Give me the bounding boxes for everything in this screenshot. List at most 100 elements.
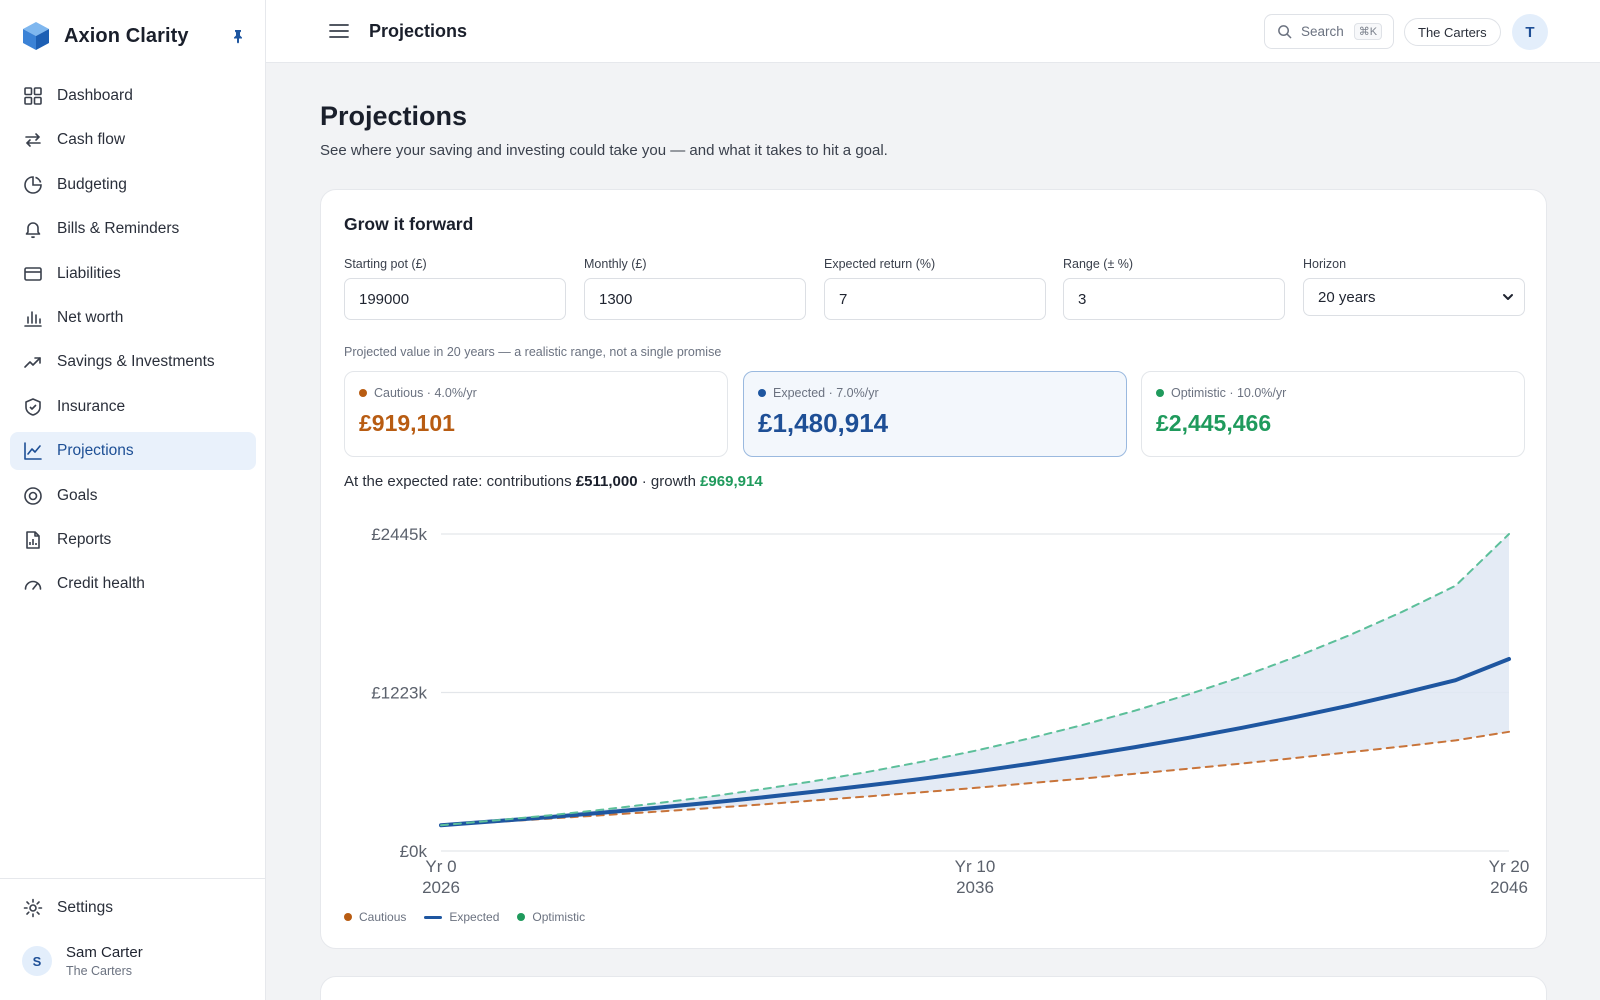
- summary-growth: £969,914: [700, 473, 763, 490]
- expected-return-input[interactable]: 7: [824, 278, 1046, 320]
- search-shortcut: ⌘K: [1353, 23, 1383, 40]
- field-label: Expected return (%): [824, 257, 936, 271]
- scenario-value: £2,445,466: [1156, 410, 1272, 436]
- rate-summary: At the expected rate: contributions £511…: [344, 473, 763, 490]
- summary-contributions: £511,000: [575, 473, 638, 490]
- sidebar-item-reports[interactable]: Reports: [10, 521, 256, 559]
- settings-area: Settings: [10, 889, 256, 933]
- legend-item-expected: Expected: [424, 910, 499, 924]
- y-tick-label: £0k: [400, 842, 428, 861]
- x-tick-year: 2026: [422, 878, 460, 897]
- projection-chart: £0k £1223k £2445k Yr 0 2026 Yr 10 2036 Yr 20 204…: [371, 525, 1530, 897]
- legend-item-optimistic: Optimistic: [517, 910, 585, 924]
- sidebar-item-projections[interactable]: Projections: [10, 432, 256, 471]
- report-icon: [26, 531, 40, 549]
- sidebar-item-cash-flow[interactable]: Cash flow: [10, 121, 256, 159]
- page-title: Projections: [320, 101, 468, 131]
- scenario-expected[interactable]: Expected · 7.0%/yr £1,480,914: [743, 371, 1127, 457]
- x-tick-label: Yr 20: [1489, 857, 1530, 876]
- search-icon: [1278, 25, 1292, 39]
- monthly-field: Monthly (£) 1300: [584, 257, 806, 320]
- sidebar-item-goals[interactable]: Goals: [10, 477, 256, 515]
- card-icon: [24, 266, 42, 281]
- scenario-optimistic[interactable]: Optimistic · 10.0%/yr £2,445,466: [1141, 371, 1525, 457]
- sidebar-item-label: Bills & Reminders: [57, 220, 180, 238]
- expected-dot-icon: [758, 389, 766, 397]
- app-name: Axion Clarity: [64, 24, 189, 47]
- pie-icon: [24, 175, 42, 194]
- topbar: Projections Search ⌘K The Carters T: [266, 0, 1600, 63]
- expected-return-field: Expected return (%) 7: [824, 257, 1046, 320]
- sidebar-item-label: Insurance: [57, 397, 126, 415]
- sidebar-item-insurance[interactable]: Insurance: [10, 388, 256, 426]
- next-card: [320, 976, 1547, 1000]
- settings-label: Settings: [57, 899, 114, 916]
- x-tick-label: Yr 0: [425, 857, 456, 876]
- chevron-down-icon: [1503, 294, 1513, 300]
- sidebar-item-label: Dashboard: [57, 87, 133, 104]
- horizon-value: 20 years: [1318, 288, 1376, 306]
- menu-icon[interactable]: [328, 22, 350, 40]
- account-avatar[interactable]: T: [1512, 14, 1548, 50]
- range-note: Projected value in 20 years — a realisti…: [344, 345, 722, 359]
- avatar: S: [22, 946, 52, 976]
- x-tick-year: 2046: [1490, 878, 1528, 897]
- scenario-label: Expected · 7.0%/yr: [773, 386, 879, 400]
- sidebar-item-settings[interactable]: Settings: [10, 889, 256, 927]
- cautious-dot-icon: [359, 389, 367, 397]
- gauge-icon: [24, 581, 42, 591]
- sidebar-nav: Dashboard Cash flow Budgeting Bills & Re…: [10, 77, 256, 610]
- scenario-value: £1,480,914: [758, 408, 889, 438]
- field-label: Starting pot (£): [344, 257, 427, 271]
- horizon-select[interactable]: 20 years: [1303, 278, 1525, 316]
- card-title: Grow it forward: [344, 214, 474, 234]
- search-label: Search: [1301, 24, 1344, 39]
- brand[interactable]: Axion Clarity: [20, 20, 246, 52]
- y-tick-label: £2445k: [371, 525, 427, 544]
- dashboard-icon: [24, 87, 42, 105]
- field-label: Monthly (£): [584, 257, 647, 271]
- field-label: Horizon: [1303, 257, 1347, 271]
- grow-card: Grow it forward Starting pot (£) 199000 …: [320, 189, 1547, 949]
- legend-label: Expected: [449, 910, 500, 924]
- optimistic-dot-icon: [1156, 389, 1164, 397]
- sidebar-item-label: Net worth: [57, 308, 124, 326]
- x-tick-year: 2036: [956, 878, 994, 897]
- sidebar-item-net-worth[interactable]: Net worth: [10, 299, 256, 337]
- sidebar-item-label: Liabilities: [57, 264, 121, 282]
- trend-up-icon: [24, 357, 41, 369]
- sidebar-item-label: Savings & Investments: [57, 353, 215, 371]
- bell-icon: [25, 222, 41, 239]
- range-field: Range (± %) 3: [1063, 257, 1285, 320]
- legend-label: Cautious: [359, 910, 407, 924]
- x-tick-label: Yr 10: [955, 857, 996, 876]
- y-tick-label: £1223k: [371, 684, 427, 703]
- horizon-field: Horizon 20 years: [1303, 257, 1525, 316]
- user-profile[interactable]: S Sam Carter The Carters: [22, 944, 143, 978]
- sidebar-item-budgeting[interactable]: Budgeting: [10, 166, 256, 204]
- summary-middle: · growth: [641, 473, 696, 490]
- scenario-cautious[interactable]: Cautious · 4.0%/yr £919,101: [344, 371, 728, 457]
- search-button[interactable]: Search ⌘K: [1264, 14, 1394, 49]
- sidebar-item-savings[interactable]: Savings & Investments: [10, 343, 256, 381]
- sidebar: Axion Clarity Dashboard Cash flow Budget…: [0, 0, 266, 1000]
- sidebar-divider: [0, 878, 266, 879]
- range-input[interactable]: 3: [1063, 278, 1285, 320]
- sidebar-item-liabilities[interactable]: Liabilities: [10, 255, 256, 293]
- pin-icon[interactable]: [230, 28, 246, 44]
- legend-item-cautious: Cautious: [344, 910, 406, 924]
- starting-pot-input[interactable]: 199000: [344, 278, 566, 320]
- sidebar-item-label: Projections: [57, 442, 134, 460]
- household-switcher[interactable]: The Carters: [1404, 18, 1501, 46]
- arrows-exchange-icon: [25, 133, 41, 148]
- sidebar-item-label: Goals: [57, 486, 98, 504]
- range-band: [441, 534, 1509, 826]
- sidebar-item-label: Budgeting: [57, 175, 127, 193]
- sidebar-item-bills[interactable]: Bills & Reminders: [10, 210, 256, 248]
- sidebar-item-credit-health[interactable]: Credit health: [10, 565, 256, 603]
- field-label: Range (± %): [1063, 257, 1134, 271]
- scenario-value: £919,101: [359, 410, 455, 436]
- page-subtitle: See where your saving and investing coul…: [320, 142, 888, 159]
- sidebar-item-dashboard[interactable]: Dashboard: [10, 77, 256, 115]
- monthly-input[interactable]: 1300: [584, 278, 806, 320]
